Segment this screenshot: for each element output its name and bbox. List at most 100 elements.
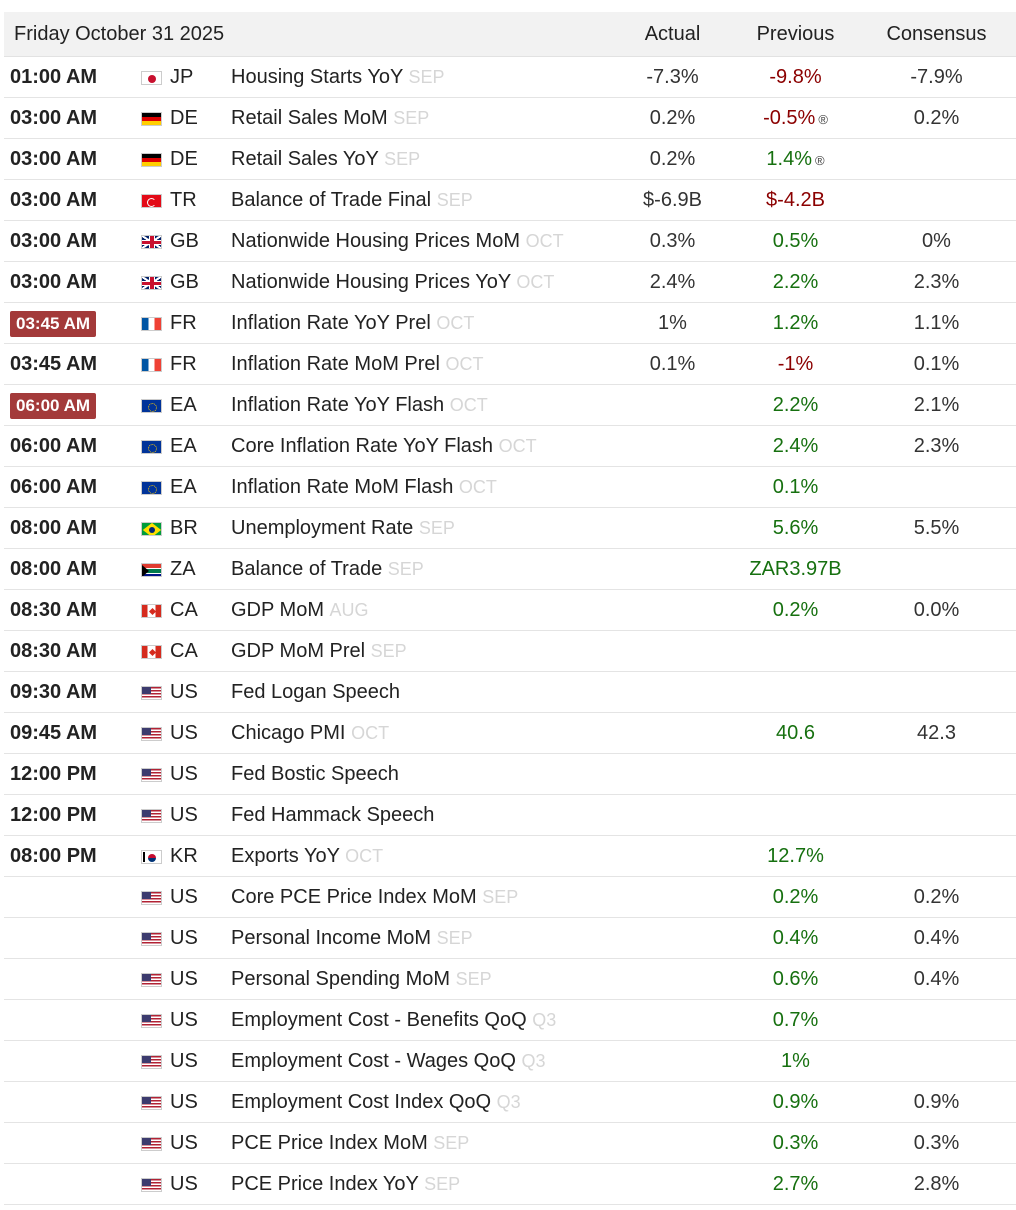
- calendar-event-row[interactable]: US Personal Income MoM SEP 0.4% 0.4%: [4, 918, 1016, 959]
- calendar-event-row[interactable]: 12:00 PM US Fed Bostic Speech: [4, 754, 1016, 795]
- event-name-link[interactable]: Chicago PMI OCT: [231, 713, 389, 753]
- event-previous-value: $-4.2B: [766, 189, 825, 211]
- france-flag-icon: [141, 358, 162, 372]
- event-name-link[interactable]: Nationwide Housing Prices YoY OCT: [231, 262, 554, 302]
- event-name-link[interactable]: Retail Sales MoM SEP: [231, 98, 429, 138]
- event-name: Employment Cost - Benefits QoQ: [231, 1009, 527, 1031]
- event-name: Exports YoY: [231, 845, 340, 867]
- event-name-link[interactable]: Exports YoY OCT: [231, 836, 383, 876]
- calendar-event-row[interactable]: 03:45 AM FR Inflation Rate YoY Prel OCT 1% 1…: [4, 303, 1016, 344]
- event-consensus-value: 0.3%: [913, 1132, 960, 1154]
- calendar-header-row: Friday October 31 2025 Actual Previous C…: [4, 12, 1016, 57]
- us-flag-icon: [141, 768, 162, 782]
- event-name-link[interactable]: GDP MoM AUG: [231, 590, 369, 630]
- event-name-link[interactable]: Balance of Trade SEP: [231, 549, 424, 589]
- calendar-date-heading: Friday October 31 2025: [14, 23, 225, 45]
- calendar-event-row[interactable]: 12:00 PM US Fed Hammack Speech: [4, 795, 1016, 836]
- calendar-event-row[interactable]: 03:00 AM GB Nationwide Housing Prices MoM …: [4, 221, 1016, 262]
- revised-marker-icon: ®: [818, 112, 828, 127]
- event-actual-value: 1%: [658, 312, 687, 334]
- calendar-event-row[interactable]: 01:00 AM JP Housing Starts YoY SEP -7.3% -9.…: [4, 57, 1016, 98]
- calendar-event-row[interactable]: 03:45 AM FR Inflation Rate MoM Prel OCT 0.1…: [4, 344, 1016, 385]
- event-time: 06:00 AM: [10, 476, 98, 498]
- us-flag-icon: [141, 1137, 162, 1151]
- eu-flag-icon: [141, 481, 162, 495]
- event-previous-value-cell: $-4.2B: [737, 180, 854, 220]
- germany-flag-icon: [141, 153, 162, 167]
- event-previous-value: 0.2%: [772, 599, 819, 621]
- event-time: 03:00 AM: [10, 148, 98, 170]
- event-reference-period: SEP: [393, 108, 430, 128]
- us-flag-icon: [141, 686, 162, 700]
- event-name: Employment Cost Index QoQ: [231, 1091, 492, 1113]
- event-name-link[interactable]: Fed Hammack Speech: [231, 795, 434, 835]
- event-name: Balance of Trade Final: [231, 189, 432, 211]
- event-name-link[interactable]: Personal Income MoM SEP: [231, 918, 473, 958]
- calendar-event-row[interactable]: US Core PCE Price Index MoM SEP 0.2% 0.2%: [4, 877, 1016, 918]
- calendar-event-row[interactable]: 09:45 AM US Chicago PMI OCT 40.6 42.3: [4, 713, 1016, 754]
- event-name-link[interactable]: Unemployment Rate SEP: [231, 508, 455, 548]
- event-previous-value: 0.2%: [772, 886, 819, 908]
- calendar-event-row[interactable]: 08:00 AM ZA Balance of Trade SEP ZAR3.97B: [4, 549, 1016, 590]
- calendar-event-row[interactable]: 06:00 AM EA Inflation Rate YoY Flash OCT 2.…: [4, 385, 1016, 426]
- calendar-event-row[interactable]: 09:30 AM US Fed Logan Speech: [4, 672, 1016, 713]
- event-previous-value-cell: 2.2%: [737, 262, 854, 302]
- event-country-code: US: [170, 1050, 198, 1072]
- event-name-link[interactable]: Fed Logan Speech: [231, 672, 400, 712]
- calendar-event-row[interactable]: US PCE Price Index YoY SEP 2.7% 2.8%: [4, 1164, 1016, 1205]
- event-name-link[interactable]: Inflation Rate MoM Prel OCT: [231, 344, 484, 384]
- calendar-event-row[interactable]: 08:30 AM CA GDP MoM Prel SEP: [4, 631, 1016, 672]
- consensus-column-header[interactable]: Consensus: [886, 23, 987, 45]
- previous-column-header[interactable]: Previous: [756, 23, 835, 45]
- event-actual-value: $-6.9B: [643, 189, 702, 211]
- event-previous-value: 2.4%: [772, 435, 819, 457]
- event-name-link[interactable]: Nationwide Housing Prices MoM OCT: [231, 221, 564, 261]
- event-name: Inflation Rate YoY Flash: [231, 394, 445, 416]
- event-name-link[interactable]: Employment Cost - Wages QoQ Q3: [231, 1041, 545, 1081]
- event-name-link[interactable]: PCE Price Index YoY SEP: [231, 1164, 460, 1204]
- event-name-link[interactable]: Personal Spending MoM SEP: [231, 959, 492, 999]
- event-name-link[interactable]: Inflation Rate MoM Flash OCT: [231, 467, 497, 507]
- calendar-event-row[interactable]: US PCE Price Index MoM SEP 0.3% 0.3%: [4, 1123, 1016, 1164]
- actual-column-header[interactable]: Actual: [644, 23, 701, 45]
- event-name-link[interactable]: Employment Cost Index QoQ Q3: [231, 1082, 521, 1122]
- event-reference-period: AUG: [329, 600, 369, 620]
- calendar-event-row[interactable]: 06:00 AM EA Core Inflation Rate YoY Flash …: [4, 426, 1016, 467]
- calendar-event-row[interactable]: US Employment Cost Index QoQ Q3 0.9% 0.9%: [4, 1082, 1016, 1123]
- calendar-event-row[interactable]: 03:00 AM GB Nationwide Housing Prices YoY …: [4, 262, 1016, 303]
- event-name-link[interactable]: Inflation Rate YoY Flash OCT: [231, 385, 488, 425]
- calendar-event-row[interactable]: US Employment Cost - Benefits QoQ Q3 0.7%: [4, 1000, 1016, 1041]
- event-time: 08:00 AM: [10, 558, 98, 580]
- calendar-event-row[interactable]: 08:30 AM CA GDP MoM AUG 0.2% 0.0%: [4, 590, 1016, 631]
- uk-flag-icon: [141, 276, 162, 290]
- calendar-event-row[interactable]: US Employment Cost - Wages QoQ Q3 1%: [4, 1041, 1016, 1082]
- event-country-code: US: [170, 804, 198, 826]
- event-consensus-value: 0.2%: [913, 107, 960, 129]
- event-previous-value: -1%: [777, 353, 814, 375]
- calendar-event-row[interactable]: US Personal Spending MoM SEP 0.6% 0.4%: [4, 959, 1016, 1000]
- calendar-event-row[interactable]: 08:00 PM KR Exports YoY OCT 12.7%: [4, 836, 1016, 877]
- event-country-code: US: [170, 681, 198, 703]
- event-name-link[interactable]: GDP MoM Prel SEP: [231, 631, 407, 671]
- calendar-event-row[interactable]: 08:00 AM BR Unemployment Rate SEP 5.6% 5.5%: [4, 508, 1016, 549]
- us-flag-icon: [141, 973, 162, 987]
- event-name-link[interactable]: Housing Starts YoY SEP: [231, 57, 445, 97]
- event-name: Inflation Rate MoM Prel: [231, 353, 440, 375]
- calendar-event-row[interactable]: 03:00 AM DE Retail Sales MoM SEP 0.2% -0.5% ®…: [4, 98, 1016, 139]
- event-name: Personal Income MoM: [231, 927, 432, 949]
- event-name: Unemployment Rate: [231, 517, 414, 539]
- calendar-event-row[interactable]: 06:00 AM EA Inflation Rate MoM Flash OCT 0.…: [4, 467, 1016, 508]
- event-country-code: EA: [170, 394, 197, 416]
- calendar-event-row[interactable]: 03:00 AM DE Retail Sales YoY SEP 0.2% 1.4% ®: [4, 139, 1016, 180]
- event-name-link[interactable]: Balance of Trade Final SEP: [231, 180, 473, 220]
- revised-marker-icon: ®: [815, 153, 825, 168]
- event-name-link[interactable]: Retail Sales YoY SEP: [231, 139, 420, 179]
- event-name-link[interactable]: Fed Bostic Speech: [231, 754, 399, 794]
- us-flag-icon: [141, 1055, 162, 1069]
- event-name-link[interactable]: PCE Price Index MoM SEP: [231, 1123, 469, 1163]
- event-name-link[interactable]: Core PCE Price Index MoM SEP: [231, 877, 518, 917]
- event-name-link[interactable]: Core Inflation Rate YoY Flash OCT: [231, 426, 537, 466]
- event-name-link[interactable]: Inflation Rate YoY Prel OCT: [231, 303, 474, 343]
- event-name-link[interactable]: Employment Cost - Benefits QoQ Q3: [231, 1000, 556, 1040]
- calendar-event-row[interactable]: 03:00 AM TR Balance of Trade Final SEP $-6.…: [4, 180, 1016, 221]
